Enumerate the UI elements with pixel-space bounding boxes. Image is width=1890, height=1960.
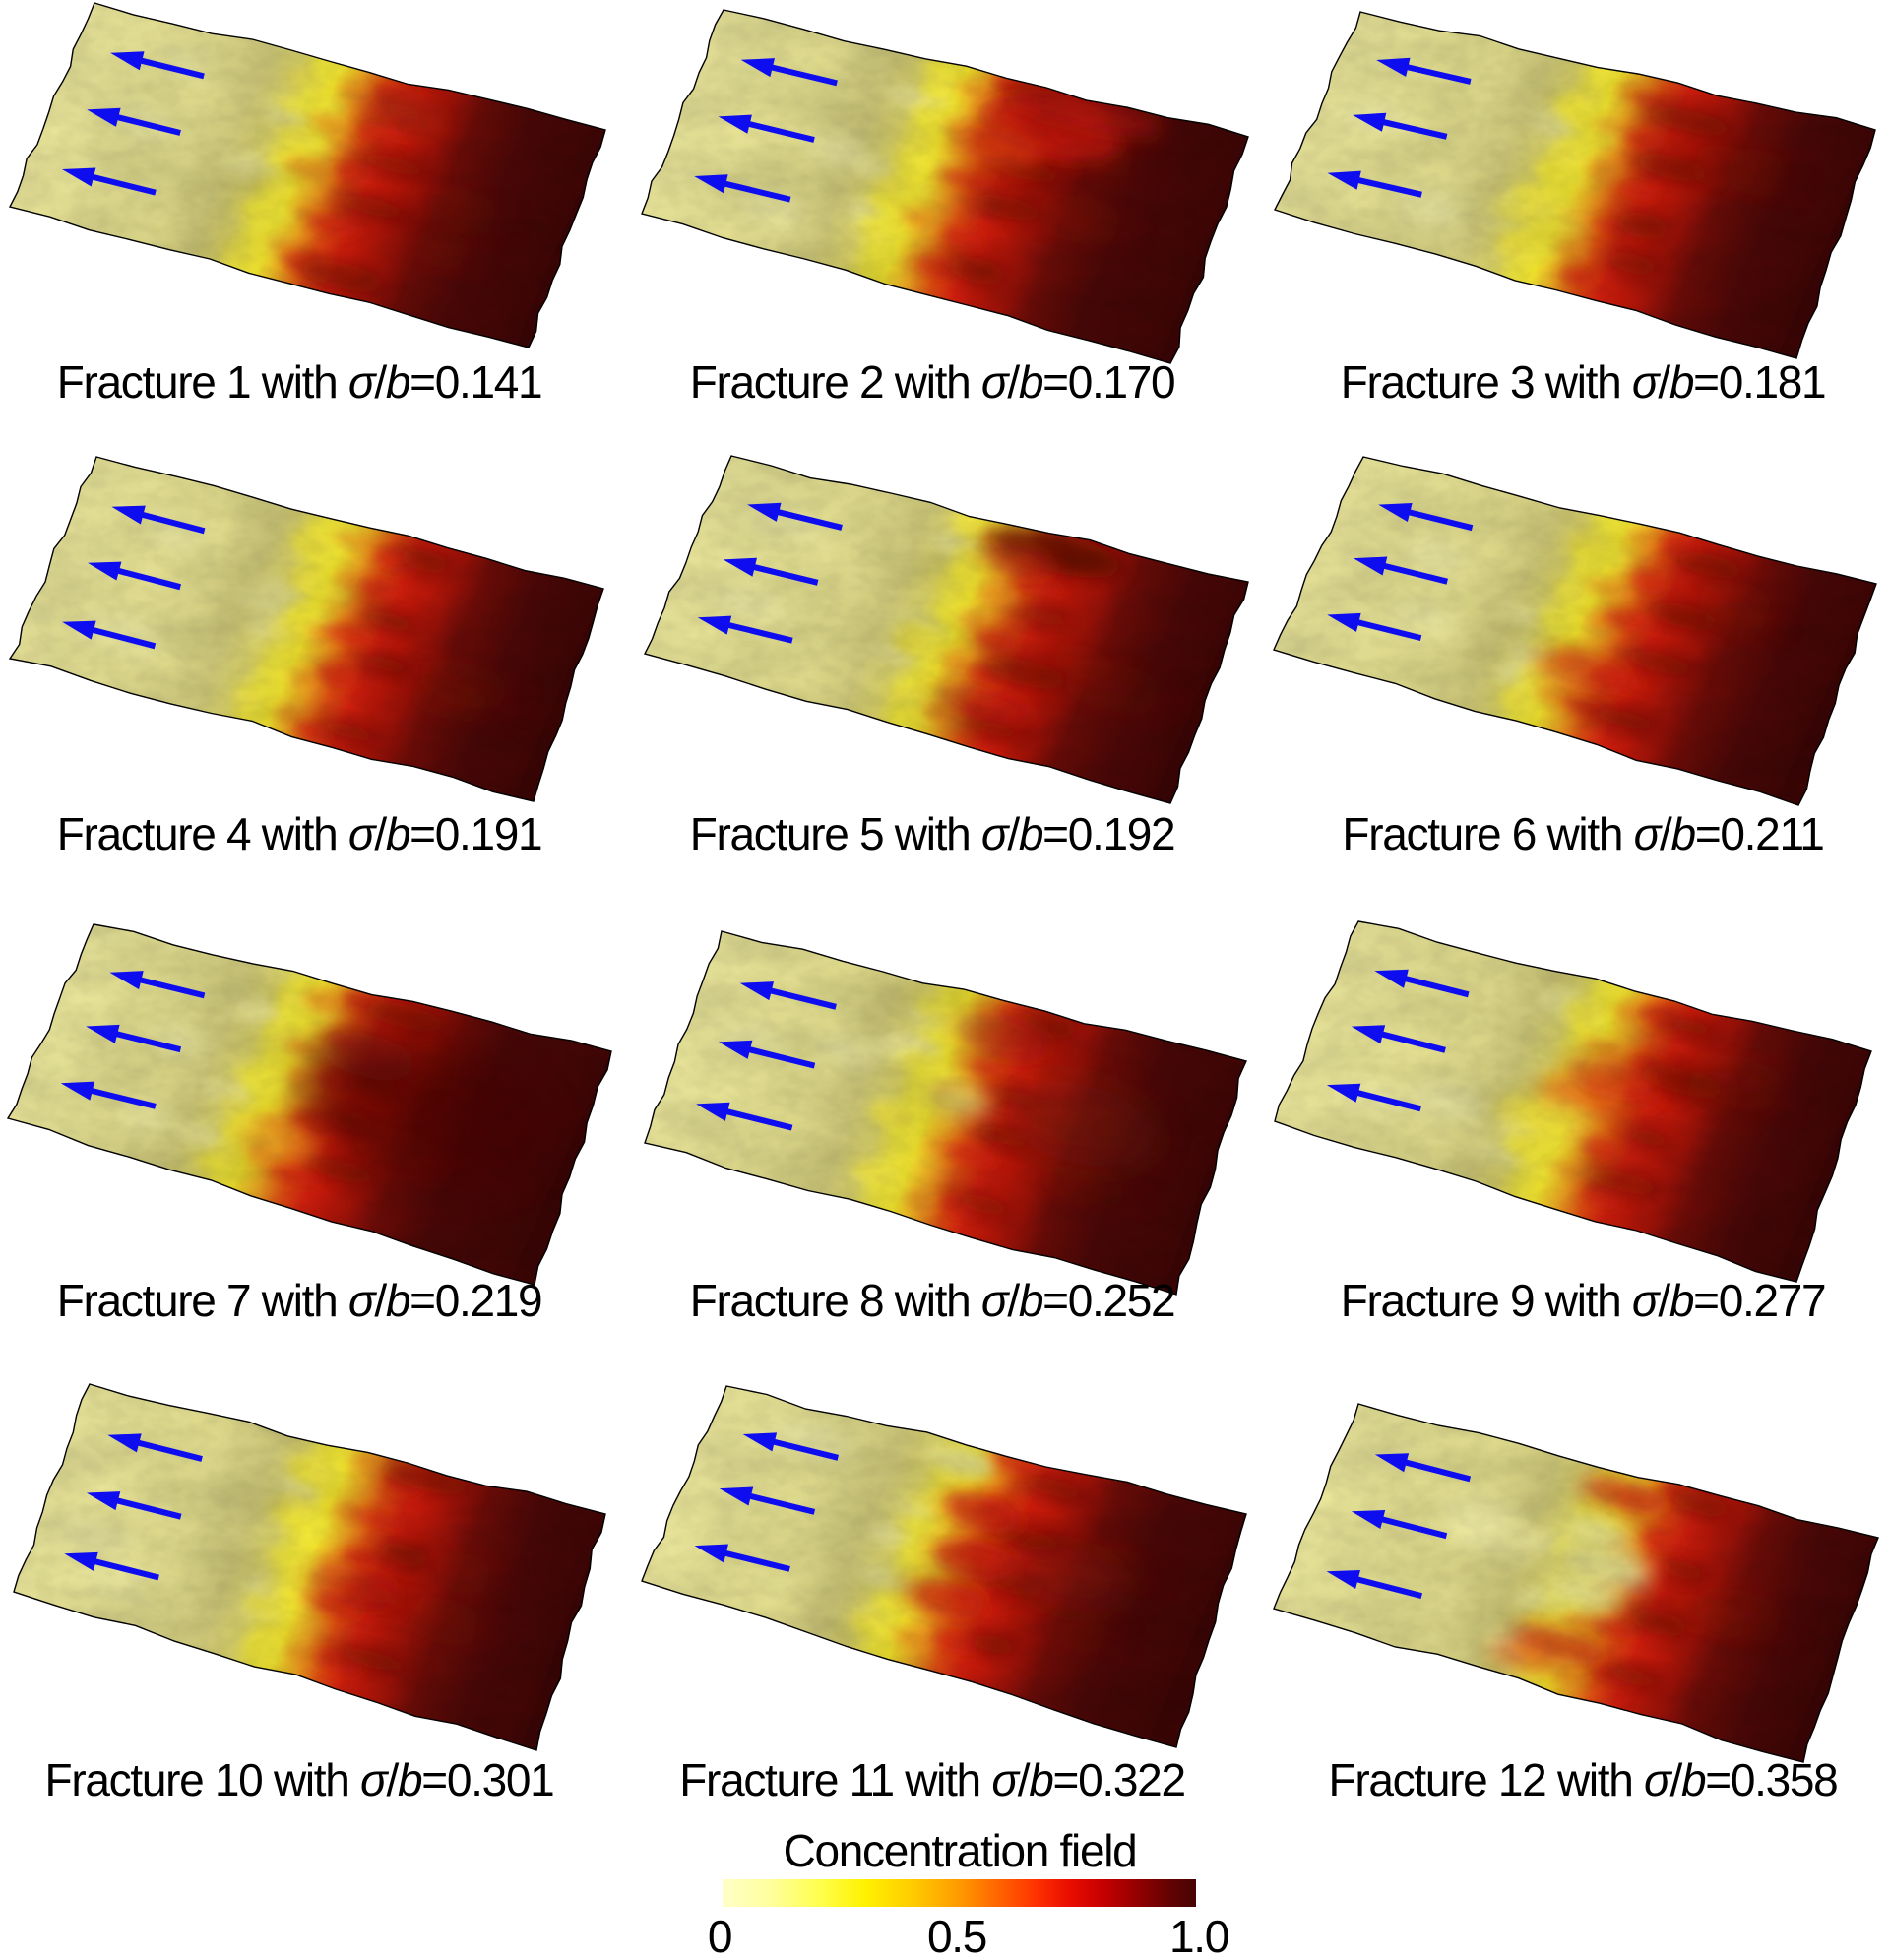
svg-text:Fracture 12 with σ/b=0.358: Fracture 12 with σ/b=0.358 xyxy=(1329,1754,1838,1805)
svg-text:Fracture 4 with σ/b=0.191: Fracture 4 with σ/b=0.191 xyxy=(57,808,542,859)
svg-text:Concentration field: Concentration field xyxy=(784,1825,1137,1876)
svg-text:Fracture 3 with σ/b=0.181: Fracture 3 with σ/b=0.181 xyxy=(1341,356,1826,408)
svg-text:Fracture 10 with σ/b=0.301: Fracture 10 with σ/b=0.301 xyxy=(45,1754,554,1805)
svg-text:Fracture 6 with σ/b=0.211: Fracture 6 with σ/b=0.211 xyxy=(1342,808,1823,859)
svg-text:Fracture 5 with σ/b=0.192: Fracture 5 with σ/b=0.192 xyxy=(690,808,1175,859)
svg-text:0.5: 0.5 xyxy=(927,1911,986,1960)
svg-text:Fracture 2 with σ/b=0.170: Fracture 2 with σ/b=0.170 xyxy=(690,356,1175,408)
svg-text:Fracture 8 with σ/b=0.252: Fracture 8 with σ/b=0.252 xyxy=(690,1275,1175,1326)
svg-text:Fracture 1 with σ/b=0.141: Fracture 1 with σ/b=0.141 xyxy=(57,356,542,408)
svg-text:Fracture 9 with σ/b=0.277: Fracture 9 with σ/b=0.277 xyxy=(1341,1275,1826,1326)
svg-text:Fracture 7 with σ/b=0.219: Fracture 7 with σ/b=0.219 xyxy=(57,1275,542,1326)
svg-text:Fracture 11 with σ/b=0.322: Fracture 11 with σ/b=0.322 xyxy=(679,1754,1184,1805)
svg-text:0: 0 xyxy=(708,1911,731,1960)
svg-text:1.0: 1.0 xyxy=(1169,1911,1228,1960)
